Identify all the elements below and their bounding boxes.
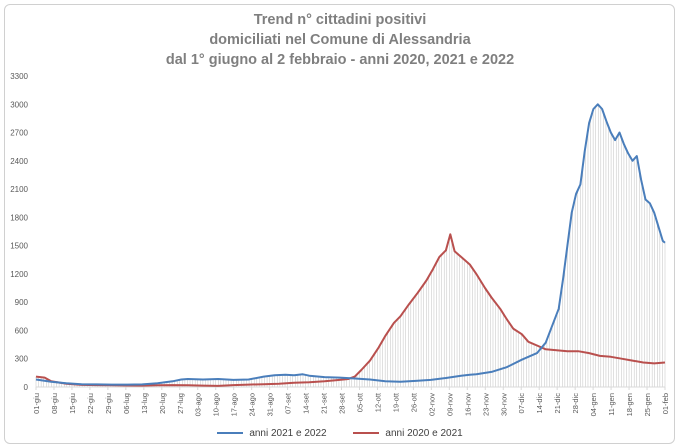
x-tick-label: 08-giu: [50, 393, 59, 414]
x-tick-label: 01-feb: [661, 393, 670, 414]
x-tick-label: 23-nov: [481, 393, 490, 416]
x-tick-label: 15-giu: [68, 393, 77, 414]
x-tick-label: 19-ott: [391, 392, 400, 412]
drop-lines: [35, 104, 666, 387]
x-tick-label: 18-gen: [625, 393, 634, 416]
x-tick-label: 09-nov: [445, 393, 454, 416]
x-tick-label: 29-giu: [104, 393, 113, 414]
x-tick-label: 28-set: [338, 392, 347, 414]
x-tick-label: 14-set: [302, 392, 311, 414]
x-tick-label: 20-lug: [158, 393, 167, 414]
x-tick-label: 25-gen: [643, 393, 652, 416]
x-tick-label: 12-ott: [373, 392, 382, 412]
y-tick-label: 1800: [10, 213, 28, 222]
x-tick-label: 07-dic: [517, 393, 526, 414]
x-tick-label: 17-ago: [230, 393, 239, 416]
x-tick-label: 01-giu: [32, 393, 41, 414]
x-tick-label: 21-set: [320, 392, 329, 414]
y-tick-label: 3000: [10, 100, 28, 109]
series-line-2021-2022: [35, 103, 666, 386]
x-tick-label: 30-nov: [499, 393, 508, 416]
y-tick-label: 1200: [10, 270, 28, 279]
y-tick-label: 0: [24, 383, 29, 392]
y-tick-label: 300: [15, 355, 29, 364]
x-tick-label: 04-gen: [589, 393, 598, 416]
legend-label-2021-2022: anni 2021 e 2022: [249, 427, 327, 439]
x-tick-label: 11-gen: [607, 393, 616, 416]
x-tick-label: 31-ago: [266, 393, 275, 416]
x-tick-label: 26-ott: [409, 392, 418, 412]
chart-title: Trend n° cittadini positivi domiciliati …: [0, 10, 680, 70]
chart-frame: [4, 4, 675, 444]
y-tick-label: 3300: [10, 72, 28, 81]
x-tick-label: 02-nov: [427, 393, 436, 416]
x-tick-label: 03-ago: [194, 393, 203, 416]
x-tick-label: 05-ott: [355, 392, 364, 412]
legend-label-2020-2021: anni 2020 e 2021: [385, 427, 463, 439]
y-tick-label: 1500: [10, 242, 28, 251]
x-tick-label: 16-nov: [463, 393, 472, 416]
y-tick-label: 2100: [10, 185, 28, 194]
x-tick-label: 10-ago: [212, 393, 221, 416]
title-line-2: domiciliati nel Comune di Alessandria: [209, 32, 471, 48]
y-tick-label: 900: [15, 298, 29, 307]
title-line-3: dal 1° giugno al 2 febbraio - anni 2020,…: [165, 52, 515, 68]
x-tick-label: 07-set: [284, 392, 293, 414]
x-tick-label: 13-lug: [140, 393, 149, 414]
x-tick-label: 06-lug: [122, 393, 131, 414]
x-tick-label: 27-lug: [176, 393, 185, 414]
legend-swatch-2020-2021: [353, 432, 380, 434]
chart-legend: anni 2021 e 2022 anni 2020 e 2021: [0, 426, 680, 439]
x-tick-label: 28-dic: [571, 393, 580, 414]
x-tick-label: 22-giu: [86, 393, 95, 414]
y-tick-label: 2700: [10, 129, 28, 138]
legend-item-2020-2021: anni 2020 e 2021: [353, 427, 463, 439]
legend-swatch-2021-2022: [217, 432, 244, 434]
legend-item-2021-2022: anni 2021 e 2022: [217, 427, 327, 439]
title-line-1: Trend n° cittadini positivi: [253, 12, 427, 28]
x-tick-label: 14-dic: [535, 393, 544, 414]
x-tick-label: 24-ago: [248, 393, 257, 416]
x-tick-label: 21-dic: [553, 393, 562, 414]
series-line-2020-2021: [35, 233, 666, 387]
y-tick-label: 600: [15, 326, 29, 335]
y-tick-label: 2400: [10, 157, 28, 166]
